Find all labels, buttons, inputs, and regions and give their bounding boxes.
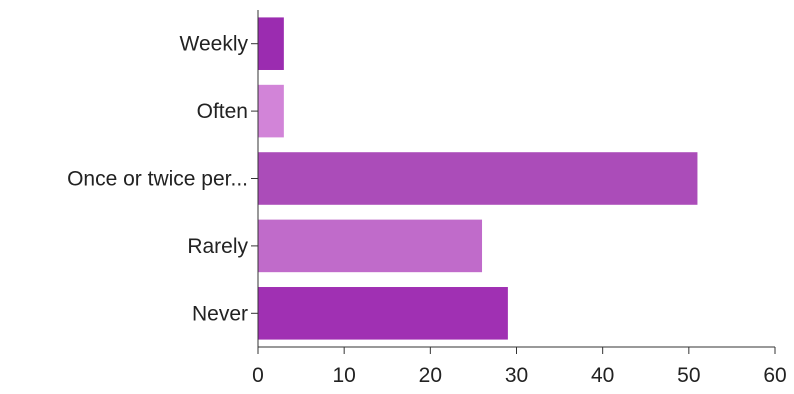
bar-never (258, 287, 508, 340)
x-tick-label-40: 40 (591, 364, 614, 387)
category-label-often: Often (197, 100, 248, 123)
category-label-once-or-twice-per: Once or twice per... (67, 168, 248, 191)
category-label-weekly: Weekly (180, 33, 249, 56)
bar-often (258, 84, 284, 138)
category-label-rarely: Rarely (187, 235, 248, 258)
category-label-never: Never (192, 302, 248, 325)
x-tick-label-30: 30 (505, 364, 528, 387)
x-tick-label-60: 60 (763, 364, 786, 387)
x-ticks: 0 10 20 30 40 50 60 (252, 347, 787, 387)
bar-rarely (258, 219, 483, 273)
x-tick-label-0: 0 (252, 364, 264, 387)
category-labels: Weekly Often Once or twice per... Rarely Nev… (67, 33, 248, 326)
x-tick-label-10: 10 (332, 364, 355, 387)
x-tick-label-50: 50 (677, 364, 700, 387)
x-tick-label-20: 20 (419, 364, 442, 387)
bar-once-or-twice-per (258, 152, 698, 205)
bars-group (258, 17, 698, 340)
bar-weekly (258, 17, 284, 70)
